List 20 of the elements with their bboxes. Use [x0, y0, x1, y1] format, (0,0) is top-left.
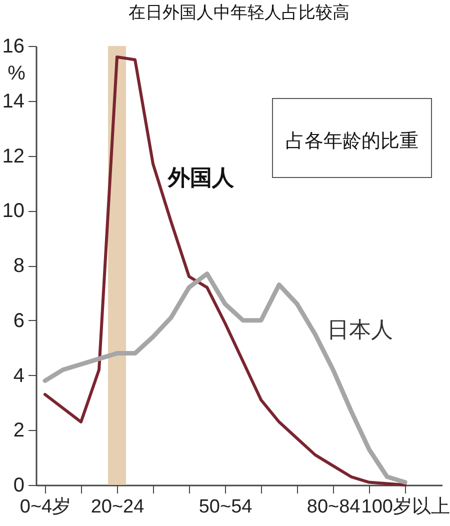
y-tick-label: 12: [2, 145, 24, 168]
y-tick-label: 8: [13, 255, 24, 277]
series-label: 日本人: [327, 317, 393, 342]
line-series: [42, 271, 408, 485]
y-tick-label: 6: [13, 310, 24, 332]
y-tick-label: 4: [13, 364, 24, 387]
y-axis-title: %: [8, 62, 26, 84]
y-tick-label: 16: [2, 36, 24, 58]
series-label: 外国人: [167, 165, 235, 190]
chart-title: 在日外国人中年轻人占比较高: [128, 3, 350, 22]
y-tick-label: 2: [13, 420, 24, 442]
y-tick-label: 0: [13, 474, 24, 496]
x-tick-label: 80~84: [306, 496, 361, 518]
x-tick-label: 20~24: [90, 496, 145, 518]
y-tick-label: 10: [2, 200, 24, 222]
annotation: 占各年龄的比重: [286, 131, 418, 152]
x-tick-label: 0~4岁: [20, 496, 72, 518]
x-tick-label: 100岁以上: [361, 496, 450, 518]
y-tick-label: 14: [2, 90, 24, 112]
x-tick-label: 50~54: [198, 496, 253, 518]
